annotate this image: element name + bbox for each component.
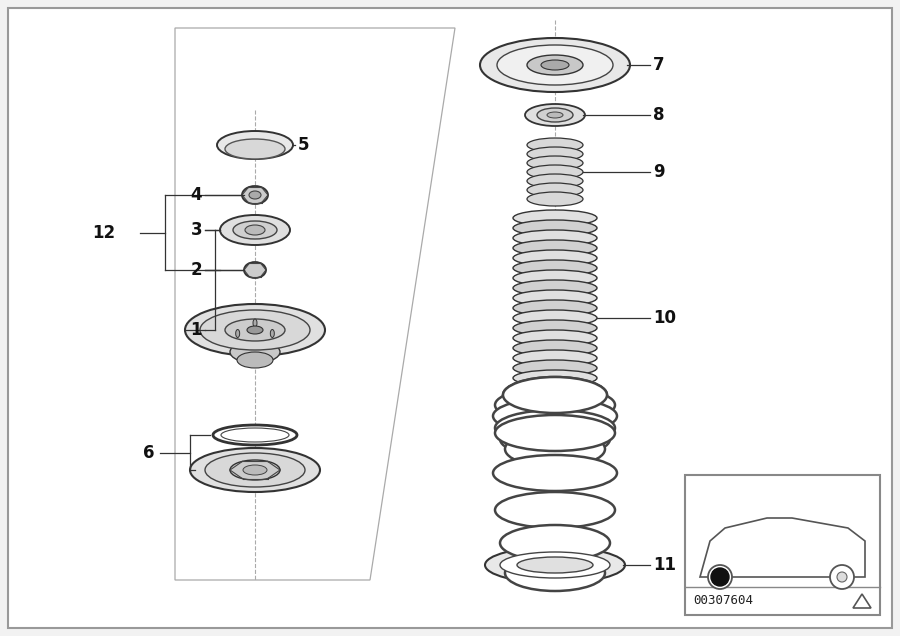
Text: 2: 2: [191, 261, 202, 279]
Ellipse shape: [230, 460, 280, 480]
Ellipse shape: [500, 552, 610, 578]
Ellipse shape: [497, 45, 613, 85]
Ellipse shape: [505, 431, 605, 467]
Text: 6: 6: [143, 443, 155, 462]
Ellipse shape: [225, 319, 285, 341]
Ellipse shape: [513, 320, 597, 336]
Text: 12: 12: [92, 223, 115, 242]
Ellipse shape: [503, 377, 607, 413]
Ellipse shape: [225, 139, 285, 159]
Ellipse shape: [513, 400, 597, 416]
Ellipse shape: [495, 415, 615, 451]
Text: 11: 11: [653, 556, 676, 574]
Text: 00307604: 00307604: [693, 595, 753, 607]
Ellipse shape: [493, 398, 617, 434]
Ellipse shape: [213, 425, 297, 445]
Text: 1: 1: [191, 321, 202, 339]
Text: 10: 10: [653, 309, 676, 327]
Ellipse shape: [513, 270, 597, 286]
Ellipse shape: [513, 380, 597, 396]
Ellipse shape: [513, 230, 597, 246]
Ellipse shape: [243, 465, 267, 475]
Ellipse shape: [527, 183, 583, 197]
Text: 8: 8: [653, 106, 664, 124]
Ellipse shape: [480, 38, 630, 92]
Ellipse shape: [513, 390, 597, 406]
Ellipse shape: [513, 370, 597, 386]
Ellipse shape: [242, 186, 268, 204]
Ellipse shape: [505, 555, 605, 591]
Ellipse shape: [495, 387, 615, 423]
Ellipse shape: [500, 421, 610, 457]
Ellipse shape: [237, 352, 273, 368]
Circle shape: [711, 568, 729, 586]
Ellipse shape: [500, 525, 610, 561]
Ellipse shape: [527, 174, 583, 188]
Ellipse shape: [220, 215, 290, 245]
Ellipse shape: [527, 156, 583, 170]
Ellipse shape: [495, 492, 615, 528]
Ellipse shape: [513, 280, 597, 296]
Ellipse shape: [513, 290, 597, 306]
Ellipse shape: [245, 225, 265, 235]
Ellipse shape: [236, 329, 239, 338]
Ellipse shape: [493, 455, 617, 491]
Ellipse shape: [513, 350, 597, 366]
Ellipse shape: [513, 360, 597, 376]
Bar: [685, 475, 880, 615]
Text: 4: 4: [191, 186, 202, 204]
Ellipse shape: [513, 250, 597, 266]
Ellipse shape: [244, 262, 266, 278]
Circle shape: [837, 572, 847, 582]
Ellipse shape: [547, 112, 563, 118]
Text: 7: 7: [653, 56, 664, 74]
Ellipse shape: [249, 191, 261, 199]
Ellipse shape: [527, 165, 583, 179]
Ellipse shape: [503, 377, 607, 413]
Ellipse shape: [513, 260, 597, 276]
Text: 5: 5: [298, 136, 310, 154]
Ellipse shape: [185, 304, 325, 356]
Ellipse shape: [217, 131, 293, 159]
Ellipse shape: [230, 341, 280, 363]
Ellipse shape: [190, 448, 320, 492]
Ellipse shape: [513, 300, 597, 316]
Circle shape: [715, 572, 725, 582]
Text: 3: 3: [191, 221, 202, 239]
Ellipse shape: [527, 147, 583, 161]
Ellipse shape: [527, 55, 583, 75]
Polygon shape: [700, 518, 865, 577]
Circle shape: [708, 565, 732, 589]
Ellipse shape: [517, 557, 593, 573]
Ellipse shape: [541, 60, 569, 70]
Ellipse shape: [200, 310, 310, 350]
Ellipse shape: [221, 428, 289, 442]
Ellipse shape: [525, 104, 585, 126]
Text: 9: 9: [653, 163, 664, 181]
Circle shape: [830, 565, 854, 589]
Ellipse shape: [537, 108, 573, 122]
Ellipse shape: [513, 240, 597, 256]
Ellipse shape: [233, 221, 277, 239]
Ellipse shape: [513, 220, 597, 236]
Ellipse shape: [485, 547, 625, 583]
Polygon shape: [853, 594, 871, 608]
Polygon shape: [175, 28, 455, 580]
Ellipse shape: [495, 410, 615, 446]
Ellipse shape: [247, 326, 263, 334]
Ellipse shape: [527, 138, 583, 152]
Ellipse shape: [205, 453, 305, 487]
Ellipse shape: [513, 210, 597, 226]
Ellipse shape: [513, 340, 597, 356]
Ellipse shape: [270, 329, 274, 338]
Ellipse shape: [527, 192, 583, 206]
Ellipse shape: [253, 319, 257, 327]
Ellipse shape: [513, 330, 597, 346]
Ellipse shape: [513, 310, 597, 326]
